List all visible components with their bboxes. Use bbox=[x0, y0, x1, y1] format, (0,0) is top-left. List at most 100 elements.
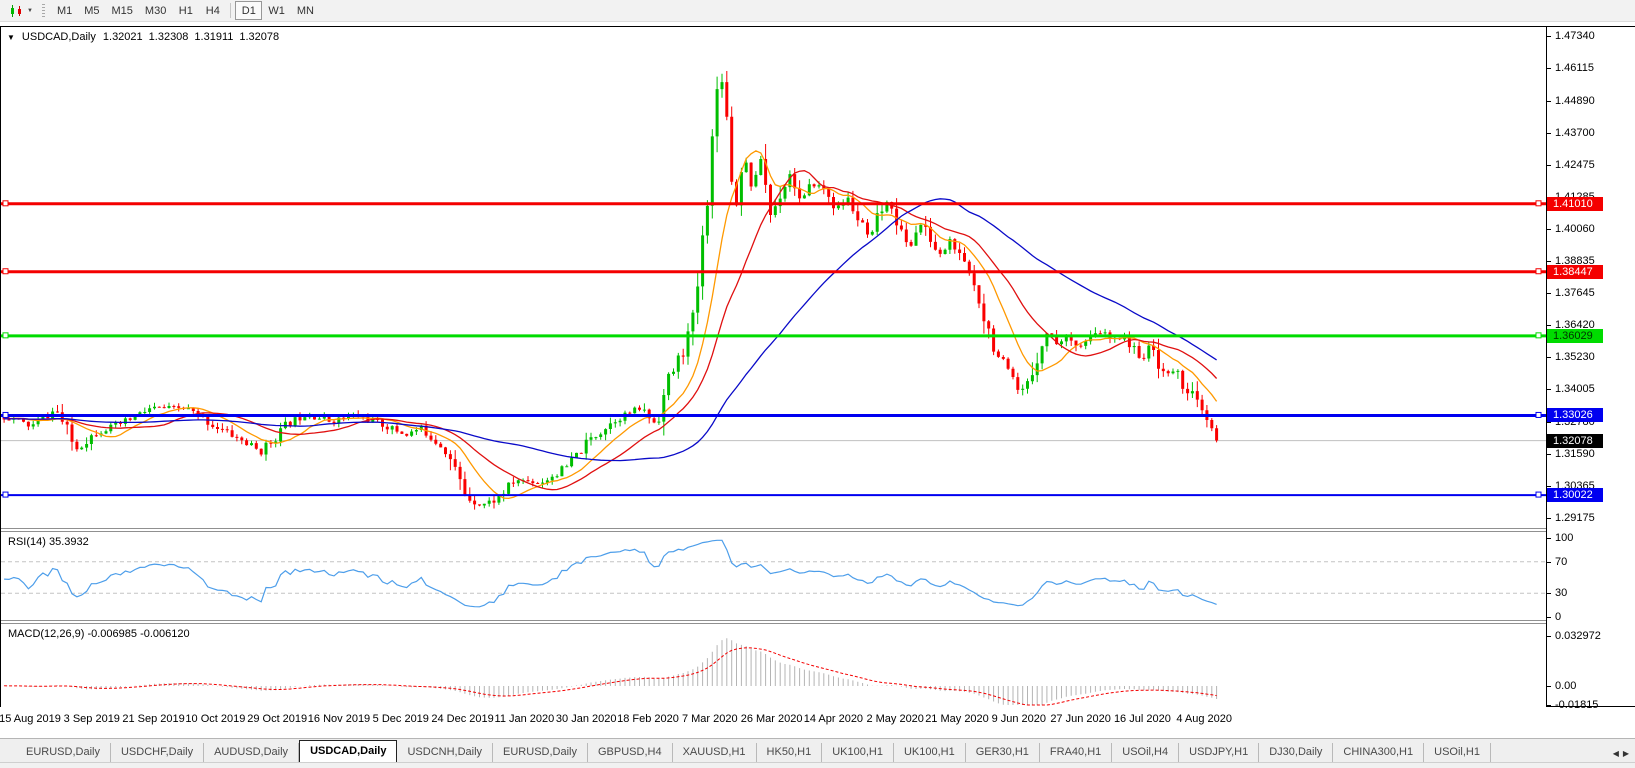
pane-separator[interactable] bbox=[1, 528, 1634, 532]
chart-tab-dj30-daily[interactable]: DJ30,Daily bbox=[1259, 743, 1334, 762]
date-label: 5 Dec 2019 bbox=[372, 713, 429, 725]
chart-tab-usoil-h1[interactable]: USOil,H1 bbox=[1424, 743, 1491, 762]
toolbar-separator bbox=[230, 3, 232, 18]
timeframe-button-w1[interactable]: W1 bbox=[262, 1, 291, 20]
axis-tick-mark bbox=[1547, 422, 1551, 423]
axis-tick-mark bbox=[1547, 229, 1551, 230]
hline-handle[interactable] bbox=[1535, 332, 1542, 339]
axis-tick-mark bbox=[1547, 593, 1551, 594]
chart-tab-china300-h1[interactable]: CHINA300,H1 bbox=[1333, 743, 1425, 762]
macd-signal-line bbox=[4, 647, 1217, 706]
pane-separator[interactable] bbox=[1, 620, 1634, 624]
price-tick: 1.34005 bbox=[1555, 383, 1595, 395]
timeframe-button-mn[interactable]: MN bbox=[291, 1, 320, 20]
rsi-line bbox=[4, 539, 1217, 608]
chart-tab-usdchf-daily[interactable]: USDCHF,Daily bbox=[111, 743, 205, 762]
ohlc-open: 1.32021 bbox=[102, 31, 143, 43]
macd-tick: -0.01815 bbox=[1555, 699, 1599, 711]
toolbar-drag-handle[interactable] bbox=[41, 3, 45, 18]
date-label: 24 Dec 2019 bbox=[431, 713, 494, 725]
chart-tab-xauusd-h1[interactable]: XAUUSD,H1 bbox=[673, 743, 757, 762]
axis-tick-mark bbox=[1547, 325, 1551, 326]
chart-window[interactable]: ▼ USDCAD,Daily 1.32021 1.32308 1.31911 1… bbox=[0, 26, 1635, 711]
chart-tab-uk100-h1[interactable]: UK100,H1 bbox=[894, 743, 966, 762]
date-axis[interactable]: 15 Aug 2019 3 Sep 2019 21 Sep 2019 10 Oct 2… bbox=[0, 707, 1545, 738]
price-tick: 1.29175 bbox=[1555, 512, 1595, 524]
hline-handle[interactable] bbox=[2, 491, 9, 498]
date-label: 4 Aug 2020 bbox=[1176, 713, 1233, 725]
chart-tab-usdcnh-daily[interactable]: USDCNH,Daily bbox=[397, 743, 494, 762]
hline-handle[interactable] bbox=[1535, 411, 1542, 418]
chart-tab-gbpusd-h4[interactable]: GBPUSD,H4 bbox=[588, 743, 673, 762]
rsi-pane[interactable]: RSI(14) 35.3932 bbox=[1, 532, 1546, 620]
price-chart-canvas[interactable] bbox=[1, 27, 1546, 528]
date-label: 21 May 2020 bbox=[925, 713, 989, 725]
timeframes-toolbar: ▼ M1 M5 M15 M30 H1 H4 D1 W1 MN bbox=[0, 0, 1635, 22]
rsi-tick: 70 bbox=[1555, 556, 1568, 568]
axis-tick-mark bbox=[1547, 454, 1551, 455]
chart-tab-eurusd-daily[interactable]: EURUSD,Daily bbox=[16, 743, 111, 762]
price-pane[interactable]: ▼ USDCAD,Daily 1.32021 1.32308 1.31911 1… bbox=[1, 27, 1546, 528]
timeframe-button-h4[interactable]: H4 bbox=[199, 1, 226, 20]
axis-tick-mark bbox=[1547, 133, 1551, 134]
date-label: 16 Jul 2020 bbox=[1113, 713, 1171, 725]
chart-tab-usdcad-daily[interactable]: USDCAD,Daily bbox=[299, 740, 398, 762]
price-tick: 1.47340 bbox=[1555, 30, 1595, 42]
timeframe-button-h1[interactable]: H1 bbox=[172, 1, 199, 20]
timeframe-button-m5[interactable]: M5 bbox=[78, 1, 105, 20]
chart-tab-audusd-daily[interactable]: AUDUSD,Daily bbox=[204, 743, 300, 762]
hline-handle[interactable] bbox=[2, 332, 9, 339]
axis-tick-mark bbox=[1547, 686, 1551, 687]
macd-pane[interactable]: MACD(12,26,9) -0.006985 -0.006120 bbox=[1, 624, 1546, 707]
indicators-button[interactable]: ▼ bbox=[3, 1, 38, 21]
date-label: 26 Mar 2020 bbox=[740, 713, 803, 725]
date-label: 11 Jan 2020 bbox=[494, 713, 555, 725]
date-label: 18 Feb 2020 bbox=[617, 713, 679, 725]
date-label: 10 Oct 2019 bbox=[185, 713, 246, 725]
axis-tick-mark bbox=[1547, 389, 1551, 390]
date-label: 2 May 2020 bbox=[866, 713, 924, 725]
timeframe-buttons-group: M1 M5 M15 M30 H1 H4 D1 W1 MN bbox=[51, 1, 320, 20]
price-tick: 1.31590 bbox=[1555, 448, 1595, 460]
timeframe-button-m30[interactable]: M30 bbox=[139, 1, 172, 20]
ohlc-close: 1.32078 bbox=[239, 31, 280, 43]
chart-tab-fra40-h1[interactable]: FRA40,H1 bbox=[1040, 743, 1113, 762]
rsi-canvas[interactable] bbox=[1, 532, 1546, 620]
price-axis[interactable]: 1.473401.461151.448901.437001.424751.412… bbox=[1546, 27, 1635, 711]
chart-tab-usoil-h4[interactable]: USOil,H4 bbox=[1112, 743, 1180, 762]
ohlc-readout: 1.32021 1.32308 1.31911 1.32078 bbox=[103, 31, 279, 43]
axis-tick-mark bbox=[1547, 101, 1551, 102]
chart-tab-hk50-h1[interactable]: HK50,H1 bbox=[757, 743, 823, 762]
timeframe-button-m1[interactable]: M1 bbox=[51, 1, 78, 20]
date-label: 29 Oct 2019 bbox=[247, 713, 308, 725]
tab-scroll-left-icon[interactable]: ◀ bbox=[1612, 749, 1619, 758]
chart-tab-usdjpy-h1[interactable]: USDJPY,H1 bbox=[1179, 743, 1260, 762]
macd-canvas[interactable] bbox=[1, 624, 1546, 707]
date-label: 3 Sep 2019 bbox=[63, 713, 120, 725]
hline-handle[interactable] bbox=[1535, 268, 1542, 275]
chart-tab-uk100-h1[interactable]: UK100,H1 bbox=[822, 743, 894, 762]
tab-scroll-right-icon[interactable]: ▶ bbox=[1622, 749, 1629, 758]
hline-handle[interactable] bbox=[1535, 491, 1542, 498]
moving-average-50 bbox=[4, 198, 1217, 462]
axis-tick-mark bbox=[1547, 538, 1551, 539]
axis-tick-mark bbox=[1547, 357, 1551, 358]
axis-tick-mark bbox=[1547, 486, 1551, 487]
timeframe-button-m15[interactable]: M15 bbox=[106, 1, 139, 20]
chart-tab-ger30-h1[interactable]: GER30,H1 bbox=[966, 743, 1040, 762]
chart-dropdown-icon[interactable]: ▼ bbox=[7, 32, 15, 42]
price-tick: 1.38835 bbox=[1555, 255, 1595, 267]
hline-handle[interactable] bbox=[1535, 200, 1542, 207]
rsi-tick: 30 bbox=[1555, 587, 1568, 599]
date-label: 9 Jun 2020 bbox=[991, 713, 1047, 725]
date-label: 27 Jun 2020 bbox=[1050, 713, 1111, 725]
price-tick: 1.42475 bbox=[1555, 159, 1595, 171]
ohlc-high: 1.32308 bbox=[148, 31, 189, 43]
hline-handle[interactable] bbox=[2, 411, 9, 418]
axis-tick-mark bbox=[1547, 165, 1551, 166]
hline-handle[interactable] bbox=[2, 268, 9, 275]
chart-tab-eurusd-daily[interactable]: EURUSD,Daily bbox=[493, 743, 588, 762]
hline-handle[interactable] bbox=[2, 200, 9, 207]
timeframe-button-d1[interactable]: D1 bbox=[235, 1, 263, 20]
